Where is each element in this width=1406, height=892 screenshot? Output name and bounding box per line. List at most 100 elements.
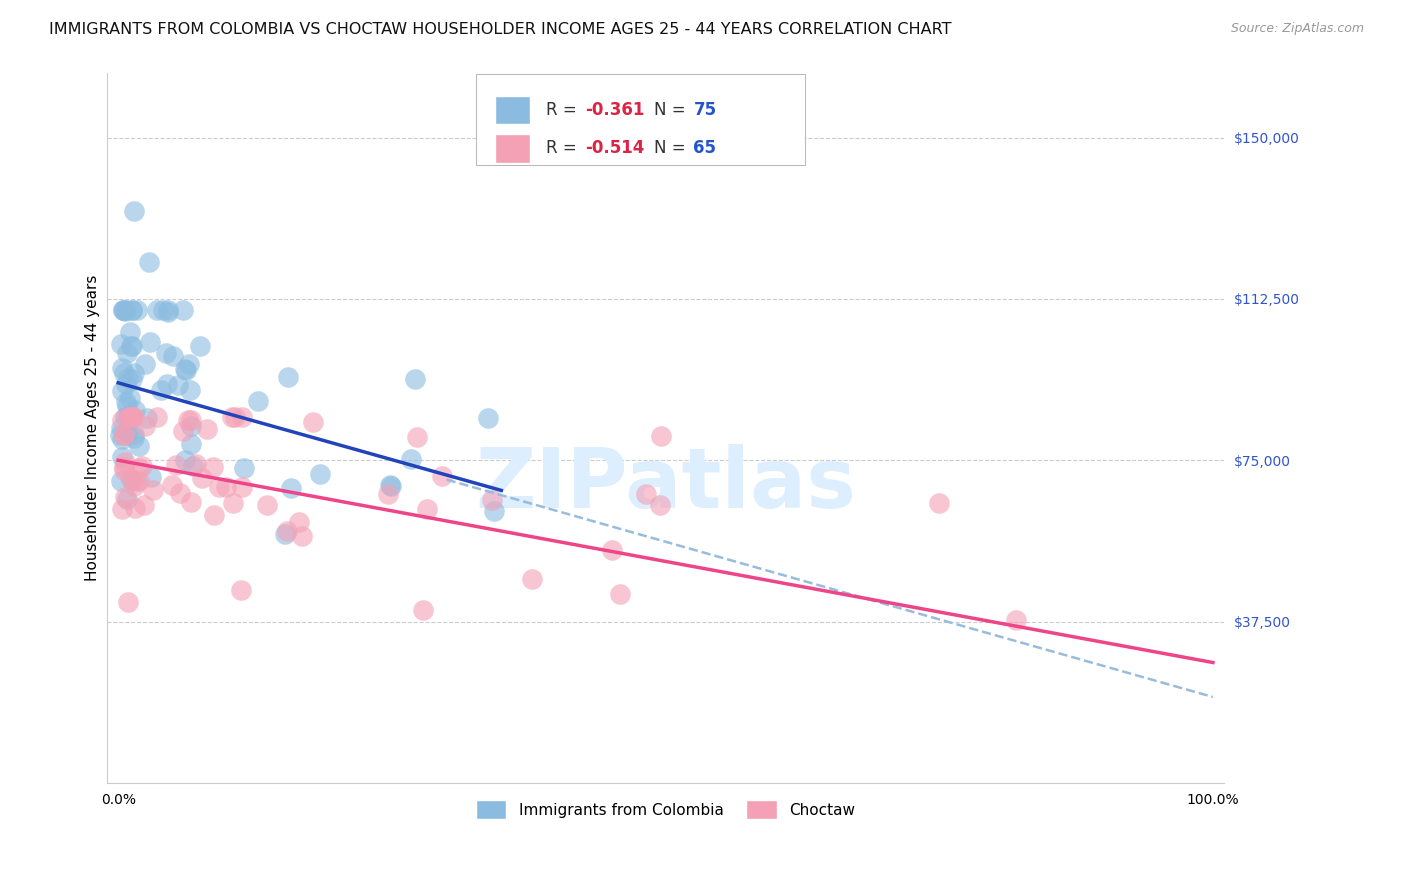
Point [112, 427, 135, 442]
Point [120, 411, 142, 425]
Point [152, 302, 174, 317]
Point [172, 424, 194, 438]
Point [118, 410, 141, 425]
Point [139, 469, 162, 483]
Point [399, 451, 422, 466]
Point [172, 302, 194, 317]
Point [215, 480, 238, 494]
Text: N =: N = [654, 139, 692, 157]
Point [231, 480, 253, 494]
Point [412, 603, 434, 617]
Point [609, 587, 631, 601]
Point [155, 346, 177, 360]
Point [224, 410, 246, 425]
Point [416, 502, 439, 516]
Point [122, 410, 145, 425]
Point [124, 366, 146, 380]
Point [291, 529, 314, 543]
Text: Source: ZipAtlas.com: Source: ZipAtlas.com [1230, 22, 1364, 36]
Point [122, 479, 145, 493]
Point [188, 339, 211, 353]
Point [288, 515, 311, 529]
Bar [495, 134, 530, 162]
Point [122, 426, 145, 441]
Point [111, 413, 134, 427]
Point [477, 411, 499, 425]
Point [127, 302, 149, 317]
Point [221, 410, 243, 425]
Point [117, 409, 139, 423]
Point [121, 473, 143, 487]
Point [378, 477, 401, 491]
Point [112, 463, 135, 477]
Point [120, 471, 142, 485]
Point [120, 339, 142, 353]
Point [115, 491, 138, 506]
Text: IMMIGRANTS FROM COLOMBIA VS CHOCTAW HOUSEHOLDER INCOME AGES 25 - 44 YEARS CORREL: IMMIGRANTS FROM COLOMBIA VS CHOCTAW HOUS… [49, 22, 952, 37]
Point [124, 500, 146, 515]
Text: -0.361: -0.361 [585, 101, 644, 119]
Point [179, 383, 201, 397]
Point [181, 458, 204, 473]
Point [309, 467, 332, 482]
Point [110, 421, 132, 435]
Point [111, 432, 134, 446]
Legend: Immigrants from Colombia, Choctaw: Immigrants from Colombia, Choctaw [470, 794, 862, 825]
Point [118, 391, 141, 405]
Point [122, 203, 145, 218]
Point [380, 479, 402, 493]
Point [121, 339, 143, 353]
Point [145, 410, 167, 425]
Point [114, 302, 136, 317]
Point [112, 460, 135, 475]
Point [928, 496, 950, 510]
Point [142, 483, 165, 498]
Point [650, 498, 672, 512]
Text: -0.514: -0.514 [585, 139, 644, 157]
Point [156, 302, 179, 317]
Point [117, 370, 139, 384]
Point [111, 384, 134, 398]
Point [166, 378, 188, 392]
Point [112, 302, 135, 317]
Point [202, 508, 225, 522]
Point [121, 372, 143, 386]
Point [110, 428, 132, 442]
Point [134, 418, 156, 433]
Point [173, 362, 195, 376]
Point [169, 486, 191, 500]
Bar [495, 95, 530, 124]
Point [280, 481, 302, 495]
Point [112, 302, 135, 317]
Point [162, 349, 184, 363]
Point [117, 399, 139, 413]
Point [180, 412, 202, 426]
Point [134, 357, 156, 371]
Point [165, 458, 187, 473]
Point [110, 474, 132, 488]
Point [650, 428, 672, 442]
Point [636, 486, 658, 500]
Point [110, 337, 132, 351]
Y-axis label: Householder Income Ages 25 - 44 years: Householder Income Ages 25 - 44 years [86, 275, 100, 582]
Point [121, 302, 143, 317]
Point [111, 361, 134, 376]
Point [600, 543, 623, 558]
Point [134, 499, 156, 513]
Text: R =: R = [546, 139, 582, 157]
Text: ZIPatlas: ZIPatlas [475, 444, 856, 525]
Point [118, 410, 141, 425]
Point [273, 526, 295, 541]
Point [111, 502, 134, 516]
Point [122, 431, 145, 445]
Point [177, 413, 200, 427]
FancyBboxPatch shape [475, 74, 806, 165]
Point [156, 376, 179, 391]
Point [131, 459, 153, 474]
Point [114, 490, 136, 504]
Point [177, 357, 200, 371]
Point [121, 410, 143, 425]
Point [180, 419, 202, 434]
Point [482, 504, 505, 518]
Point [180, 437, 202, 451]
